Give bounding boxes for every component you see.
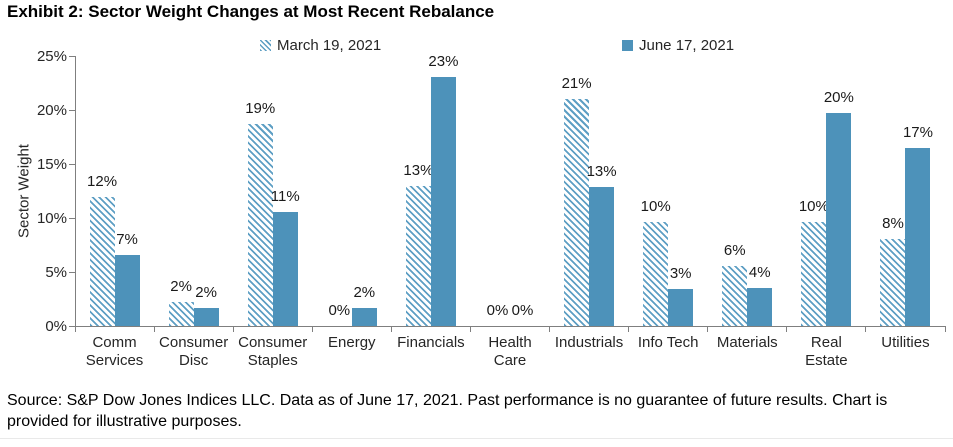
x-category-label: Consumer Disc	[159, 334, 229, 369]
bar-june	[351, 307, 377, 326]
bar-june	[905, 147, 931, 326]
x-tick-mark	[707, 326, 709, 332]
legend-solid-swatch-icon	[622, 39, 633, 51]
source-note-line2: provided for illustrative purposes.	[7, 413, 242, 430]
y-tick-label: 25%	[36, 48, 67, 65]
x-category-label: Health Care	[488, 334, 532, 369]
source-note-line1: Source: S&P Dow Jones Indices LLC. Data …	[7, 392, 888, 409]
bar-value-label: 0%	[511, 302, 534, 319]
legend-hatched-swatch-icon	[260, 39, 271, 51]
bar-value-label: 8%	[882, 214, 904, 232]
x-category-label: Financials	[397, 334, 465, 351]
bar-march	[405, 185, 431, 326]
x-tick-mark	[628, 326, 630, 332]
bar-value-label: 2%	[353, 283, 376, 301]
x-category-label: Materials	[716, 334, 778, 351]
y-tick-mark	[69, 55, 75, 57]
bar-june	[747, 288, 773, 326]
source-note: Source: S&P Dow Jones Indices LLC. Data …	[7, 390, 887, 432]
x-category-label: Industrials	[554, 334, 624, 351]
bottom-divider	[0, 438, 953, 439]
bar-june	[589, 186, 615, 326]
x-category-label: Utilities	[881, 334, 930, 351]
bar-value-label: 19%	[245, 100, 276, 118]
bar-march	[643, 222, 669, 326]
x-tick-mark	[390, 326, 392, 332]
y-tick-label: 15%	[36, 156, 67, 173]
bar-march	[801, 222, 827, 326]
bar-value-label: 23%	[428, 52, 459, 70]
x-category-label: Real Estate	[805, 334, 848, 369]
x-category-label: Energy	[328, 334, 376, 351]
bar-june	[272, 211, 298, 326]
bar-value-label: 11%	[270, 187, 300, 205]
bar-value-label: 12%	[87, 173, 118, 191]
bar-march	[168, 302, 194, 326]
bar-value-label: 6%	[723, 241, 746, 259]
bar-june	[114, 254, 140, 326]
bar-value-label: 0%	[486, 302, 509, 319]
bar-value-label: 0%	[328, 302, 351, 319]
y-tick-mark	[69, 109, 75, 111]
x-tick-mark	[311, 326, 313, 332]
bar-value-label: 21%	[561, 75, 592, 93]
bar-june	[193, 307, 219, 326]
bar-value-label: 17%	[902, 123, 933, 141]
x-tick-mark	[786, 326, 788, 332]
x-category-label: Info Tech	[637, 334, 699, 351]
legend-item-march: March 19, 2021	[260, 36, 381, 54]
y-tick-mark	[69, 271, 75, 273]
bar-value-label: 7%	[116, 230, 138, 248]
x-tick-mark	[549, 326, 551, 332]
x-tick-mark	[865, 326, 867, 332]
bar-march	[89, 197, 115, 326]
bar-value-label: 3%	[669, 265, 692, 283]
x-tick-mark	[232, 326, 234, 332]
legend-march-label: March 19, 2021	[277, 36, 382, 54]
bar-value-label: 2%	[170, 278, 192, 296]
y-tick-label: 0%	[45, 318, 67, 335]
bar-value-label: 2%	[195, 283, 217, 301]
x-tick-mark	[469, 326, 471, 332]
y-tick-label: 5%	[45, 264, 67, 281]
bar-value-label: 10%	[798, 198, 829, 216]
bar-march	[564, 99, 590, 326]
bar-march	[247, 124, 273, 326]
y-tick-label: 10%	[36, 210, 67, 227]
x-category-label: Comm Services	[85, 334, 144, 369]
bar-march	[722, 265, 748, 326]
bar-june	[430, 76, 456, 326]
x-category-label: Consumer Staples	[238, 334, 308, 369]
x-tick-mark	[74, 326, 76, 332]
exhibit-title: Exhibit 2: Sector Weight Changes at Most…	[7, 2, 495, 21]
x-tick-mark	[153, 326, 155, 332]
y-tick-label: 20%	[36, 102, 67, 119]
legend-june-label: June 17, 2021	[639, 36, 735, 54]
bar-june	[668, 289, 694, 326]
y-tick-mark	[69, 163, 75, 165]
y-tick-mark	[69, 325, 75, 327]
bar-value-label: 13%	[586, 162, 617, 180]
bar-value-label: 4%	[748, 264, 771, 282]
bar-march	[880, 238, 906, 326]
y-tick-mark	[69, 217, 75, 219]
plot-area	[75, 56, 946, 327]
bar-value-label: 20%	[823, 89, 854, 107]
bar-value-label: 13%	[403, 161, 434, 179]
bar-value-label: 10%	[640, 198, 671, 216]
bar-june	[826, 113, 852, 326]
legend-item-june: June 17, 2021	[622, 36, 734, 54]
x-tick-mark	[944, 326, 946, 332]
